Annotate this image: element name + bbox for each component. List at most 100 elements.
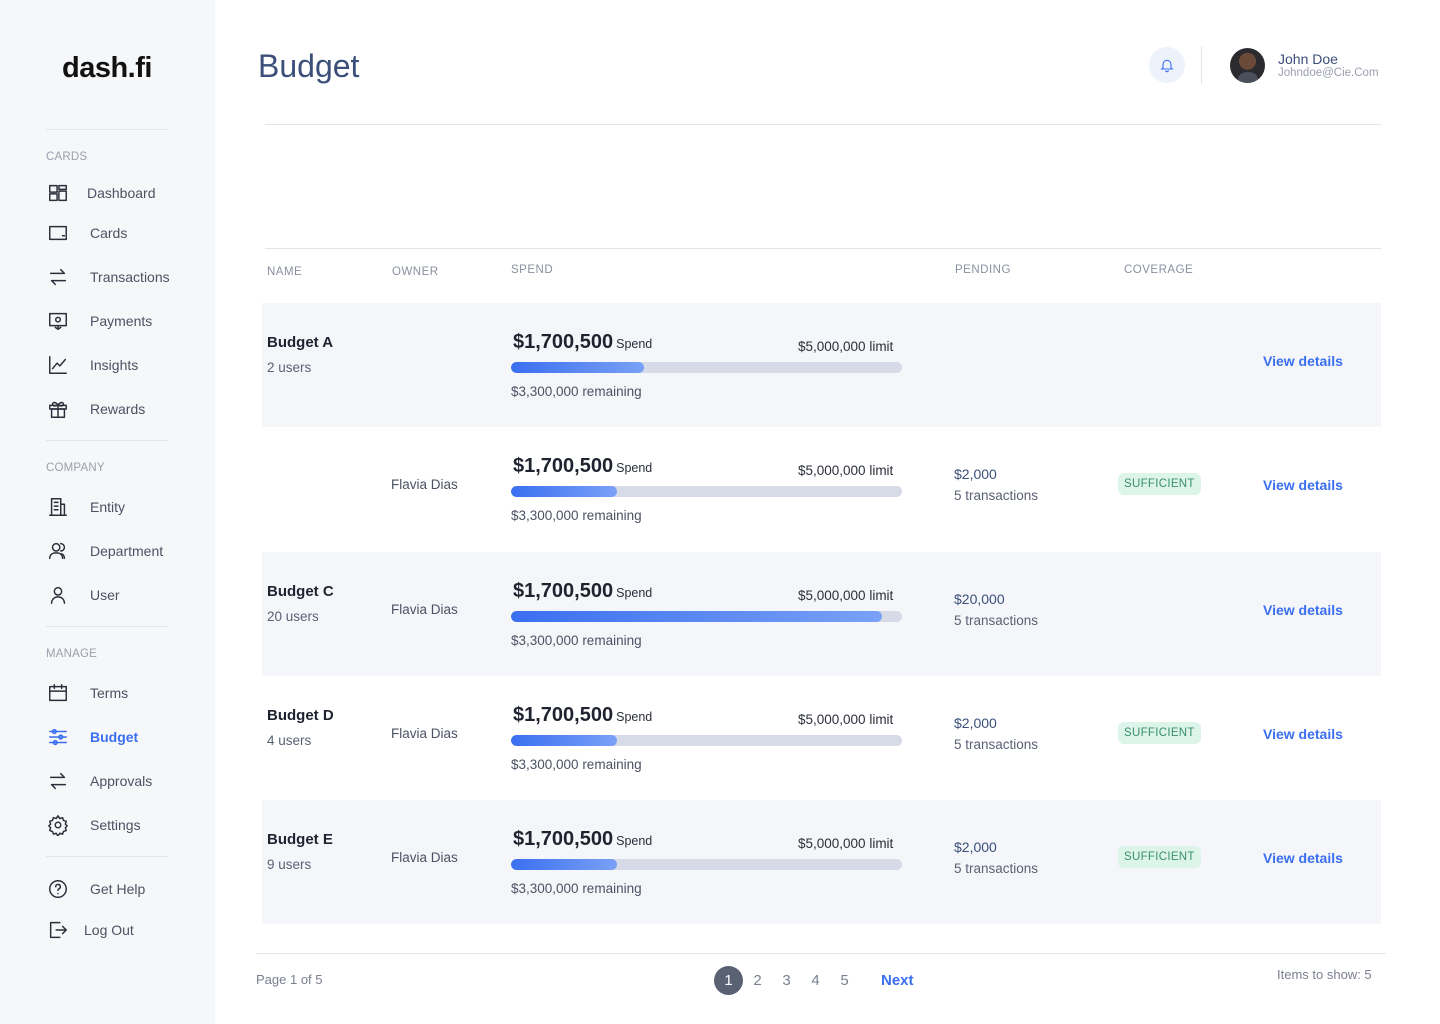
sidebar-item-user[interactable]: User — [46, 582, 120, 608]
budget-owner: Flavia Dias — [391, 726, 458, 741]
spend-amount: $1,700,500 Spend — [513, 704, 652, 727]
pending-transactions: 5 transactions — [954, 737, 1039, 752]
sidebar-item-get-help[interactable]: Get Help — [46, 876, 145, 902]
user-email: Johndoe@Cie.Com — [1278, 67, 1379, 79]
spend-limit: $5,000,000 limit — [798, 588, 894, 603]
sidebar-item-dashboard[interactable]: Dashboard — [46, 180, 156, 206]
table-row: Budget A 2 users $1,700,500 Spend $5,000,… — [262, 303, 1381, 427]
sidebar-item-transactions[interactable]: Transactions — [46, 264, 170, 290]
spend-amount: $1,700,500 Spend — [513, 455, 652, 478]
sidebar-item-settings[interactable]: Settings — [46, 812, 141, 838]
sidebar-item-cards[interactable]: Cards — [46, 220, 127, 246]
page-button[interactable]: 4 — [811, 972, 820, 989]
pending-amount: $2,000 — [954, 466, 997, 482]
sidebar-item-label: Department — [90, 543, 164, 559]
coverage-badge: SUFFICIENT — [1118, 473, 1201, 495]
next-page-button[interactable]: Next — [881, 972, 914, 989]
spend-label: Spend — [616, 834, 653, 848]
budget-name: Budget D — [267, 707, 334, 724]
spend-value: $1,700,500 — [513, 828, 614, 850]
payments-icon — [46, 309, 70, 333]
page-button[interactable]: 5 — [840, 972, 849, 989]
notifications-button[interactable] — [1149, 47, 1185, 83]
spend-progress-fill — [511, 362, 644, 373]
coverage-badge: SUFFICIENT — [1118, 846, 1201, 868]
section-label-cards: CARDS — [46, 151, 88, 163]
avatar[interactable] — [1230, 48, 1265, 83]
page-title: Budget — [258, 48, 360, 84]
sidebar-item-payments[interactable]: Payments — [46, 308, 152, 334]
spend-amount: $1,700,500 Spend — [513, 580, 652, 603]
spend-remaining: $3,300,000 remaining — [511, 384, 642, 399]
view-details-link[interactable]: View details — [1263, 353, 1343, 369]
page-button[interactable]: 2 — [753, 972, 762, 989]
pending-transactions: 5 transactions — [954, 488, 1039, 503]
column-header-coverage: COVERAGE — [1124, 264, 1194, 276]
divider — [46, 129, 168, 130]
spend-remaining: $3,300,000 remaining — [511, 881, 642, 896]
sidebar-item-label: Terms — [90, 685, 129, 701]
pending-amount: $20,000 — [954, 591, 1005, 607]
budget-users: 9 users — [267, 857, 312, 872]
budget-name: Budget C — [267, 583, 334, 600]
table-row: Budget D 4 users Flavia Dias $1,700,500 S… — [262, 676, 1381, 800]
view-details-link[interactable]: View details — [1263, 477, 1343, 493]
sidebar-item-label: Payments — [90, 313, 153, 329]
gift-icon — [46, 397, 70, 421]
sidebar: dash.fi CARDS Dashboard Cards Transactio… — [0, 0, 215, 1024]
pending-transactions: 5 transactions — [954, 613, 1039, 628]
table-row: Budget C 20 users Flavia Dias $1,700,500… — [262, 552, 1381, 676]
card-icon — [46, 221, 70, 245]
bell-icon — [1160, 59, 1174, 73]
budget-users: 2 users — [267, 360, 312, 375]
items-to-show[interactable]: Items to show: 5 — [1277, 967, 1372, 982]
divider — [46, 626, 168, 627]
sidebar-item-entity[interactable]: Entity — [46, 494, 125, 520]
sidebar-item-approvals[interactable]: Approvals — [46, 768, 152, 794]
page-button[interactable]: 3 — [782, 972, 791, 989]
gear-icon — [46, 813, 70, 837]
view-details-link[interactable]: View details — [1263, 726, 1343, 742]
chart-line-icon — [46, 353, 70, 377]
footer-divider — [256, 953, 1386, 954]
spend-remaining: $3,300,000 remaining — [511, 757, 642, 772]
sidebar-item-label: User — [90, 587, 120, 603]
sidebar-item-label: Get Help — [90, 881, 146, 897]
budget-owner: Flavia Dias — [391, 850, 458, 865]
page-button[interactable]: 1 — [714, 966, 743, 995]
arrows-swap-icon — [46, 265, 70, 289]
sidebar-item-label: Entity — [90, 499, 126, 515]
sidebar-item-label: Cards — [90, 225, 128, 241]
pending-transactions: 5 transactions — [954, 861, 1039, 876]
logout-icon — [46, 918, 70, 942]
spend-value: $1,700,500 — [513, 331, 614, 353]
users-icon — [46, 539, 70, 563]
logo: dash.fi — [62, 52, 152, 84]
header-divider — [1201, 46, 1202, 84]
sidebar-item-department[interactable]: Department — [46, 538, 163, 564]
sidebar-item-terms[interactable]: Terms — [46, 680, 128, 706]
calendar-icon — [46, 681, 70, 705]
spend-progress-fill — [511, 486, 617, 497]
spend-progress-bar — [511, 362, 902, 373]
sidebar-item-label: Settings — [90, 817, 141, 833]
dashboard-icon — [46, 181, 70, 205]
sidebar-item-insights[interactable]: Insights — [46, 352, 138, 378]
sidebar-item-label: Dashboard — [87, 185, 156, 201]
spend-limit: $5,000,000 limit — [798, 712, 894, 727]
sidebar-item-log-out[interactable]: Log Out — [46, 917, 134, 943]
sidebar-item-rewards[interactable]: Rewards — [46, 396, 145, 422]
view-details-link[interactable]: View details — [1263, 850, 1343, 866]
sidebar-item-budget[interactable]: Budget — [46, 724, 138, 750]
budget-users: 4 users — [267, 733, 312, 748]
spend-limit: $5,000,000 limit — [798, 836, 894, 851]
spend-value: $1,700,500 — [513, 580, 614, 602]
column-header-name: NAME — [267, 266, 303, 278]
table-row: Flavia Dias $1,700,500 Spend $5,000,000 l… — [262, 427, 1381, 551]
column-header-pending: PENDING — [955, 264, 1011, 276]
spend-label: Spend — [616, 461, 653, 475]
table-top-line — [265, 248, 1381, 249]
user-name: John Doe — [1278, 51, 1338, 67]
view-details-link[interactable]: View details — [1263, 602, 1343, 618]
spend-progress-bar — [511, 859, 902, 870]
